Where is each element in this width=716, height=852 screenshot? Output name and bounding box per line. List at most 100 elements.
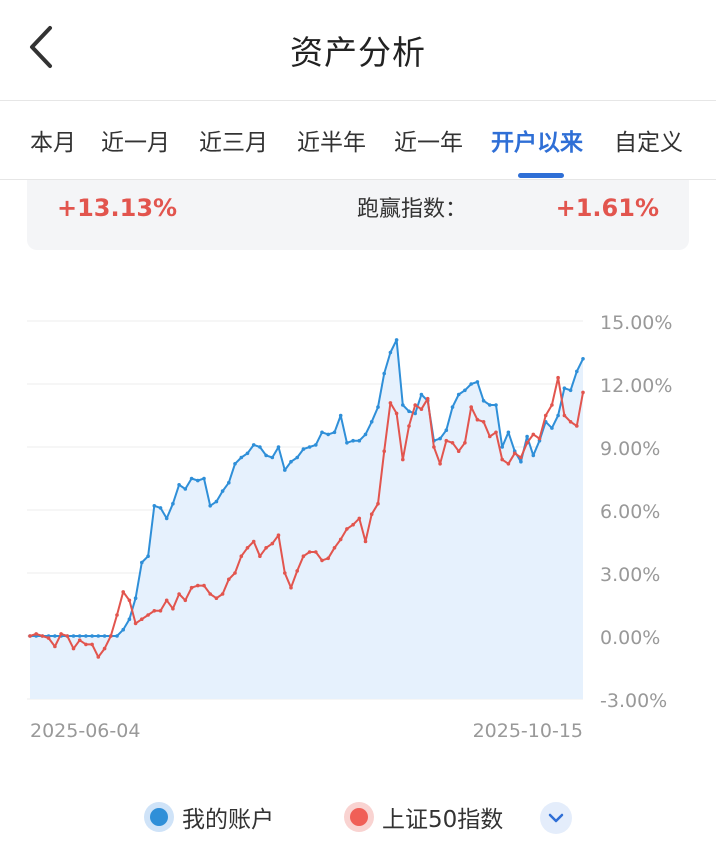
series-1-point — [363, 539, 368, 544]
series-1-point — [183, 598, 188, 603]
series-1-point — [158, 609, 163, 613]
series-0-point — [556, 413, 560, 418]
series-1-point — [531, 432, 536, 437]
series-1-point — [475, 417, 480, 422]
series-0-point — [388, 350, 393, 355]
series-0-point — [289, 459, 293, 464]
series-1-point — [550, 403, 554, 407]
series-1-point — [208, 592, 212, 596]
series-1-point — [307, 550, 312, 554]
back-button[interactable] — [22, 22, 68, 72]
series-1-point — [202, 583, 206, 588]
series-1-point — [46, 636, 51, 640]
series-1-point — [413, 403, 418, 407]
tab-last-half-year[interactable]: 近半年 — [297, 130, 366, 156]
series-1-point — [264, 546, 268, 550]
series-0-point — [127, 617, 132, 621]
series-0-point — [96, 634, 101, 638]
legend-account-label: 我的账户 — [182, 807, 274, 833]
series-0-point — [320, 430, 324, 435]
tab-last-three-months[interactable]: 近三月 — [199, 130, 268, 156]
series-1-point — [500, 457, 505, 462]
y-tick-label: 12.00% — [600, 375, 672, 397]
x-end-label: 2025-10-15 — [473, 720, 583, 742]
series-0-point — [332, 430, 337, 435]
series-0-point — [189, 476, 194, 481]
return-value: +13.13% — [57, 194, 178, 222]
series-0-point — [258, 445, 262, 449]
y-tick-label: 15.00% — [600, 312, 672, 334]
series-0-point — [295, 455, 300, 460]
series-1-point — [121, 590, 125, 594]
legend-account[interactable]: 我的账户 — [144, 800, 274, 834]
series-0-point — [413, 411, 418, 416]
series-0-point — [494, 403, 498, 407]
y-tick-label: -3.00% — [600, 690, 667, 712]
active-tab-indicator — [518, 173, 564, 178]
series-0-point — [575, 369, 579, 374]
series-1-point — [164, 598, 169, 603]
series-0-point — [146, 554, 150, 558]
series-1-point — [84, 642, 88, 647]
series-1-point — [65, 634, 70, 638]
series-0-point — [276, 445, 281, 449]
tab-last-year[interactable]: 近一年 — [394, 130, 463, 156]
legend-index-marker — [344, 802, 374, 832]
series-1-point — [432, 445, 436, 449]
series-0-point — [581, 357, 585, 361]
series-1-point — [351, 522, 355, 527]
series-1-point — [537, 436, 542, 441]
series-0-point — [214, 499, 219, 504]
series-1-point — [71, 646, 76, 651]
series-1-point — [245, 546, 250, 550]
series-1-point — [376, 501, 380, 506]
series-0-point — [71, 634, 76, 638]
series-1-point — [382, 449, 387, 453]
tab-this-month[interactable]: 本月 — [30, 130, 76, 156]
series-0-point — [270, 455, 275, 460]
series-0-point — [90, 634, 94, 638]
series-1-point — [289, 585, 293, 590]
series-0-point — [133, 596, 138, 600]
series-0-point — [481, 399, 486, 403]
series-1-point — [450, 441, 455, 445]
header-bar: 资产分析 — [0, 0, 716, 101]
series-0-point — [500, 445, 505, 449]
series-1-point — [519, 455, 523, 460]
legend-account-marker — [144, 802, 174, 832]
tab-custom[interactable]: 自定义 — [614, 130, 683, 156]
series-0-point — [251, 443, 256, 447]
series-0-point — [84, 634, 88, 638]
series-1-point — [301, 554, 306, 558]
series-1-point — [481, 420, 486, 424]
series-1-point — [258, 554, 262, 558]
series-1-point — [140, 617, 144, 621]
series-1-point — [506, 462, 511, 466]
series-0-point — [345, 441, 349, 445]
chevron-down-icon — [548, 813, 564, 823]
series-1-point — [90, 642, 94, 647]
series-0-point — [562, 386, 567, 390]
series-1-point — [425, 396, 430, 401]
series-0-point — [456, 392, 461, 397]
series-1-point — [525, 441, 529, 445]
series-0-point — [283, 468, 287, 472]
x-start-label: 2025-06-04 — [30, 720, 140, 742]
series-0-point — [77, 634, 82, 638]
legend-index[interactable]: 上证50指数 — [344, 800, 503, 834]
y-tick-label: 0.00% — [600, 627, 660, 649]
summary-card: +13.13% 跑赢指数： +1.61% — [27, 180, 689, 250]
series-1-point — [543, 413, 548, 418]
series-1-point — [295, 569, 300, 573]
series-1-point — [568, 420, 573, 424]
series-1-point — [562, 413, 567, 418]
series-0-point — [314, 443, 318, 447]
tab-last-month[interactable]: 近一月 — [101, 130, 170, 156]
tab-since-opening[interactable]: 开户以来 — [491, 130, 583, 156]
series-1-point — [251, 539, 256, 544]
legend-expand-button[interactable] — [540, 802, 572, 834]
series-0-point — [196, 478, 200, 483]
series-area-0 — [30, 339, 583, 699]
series-0-point — [307, 445, 312, 449]
series-0-point — [53, 634, 57, 638]
